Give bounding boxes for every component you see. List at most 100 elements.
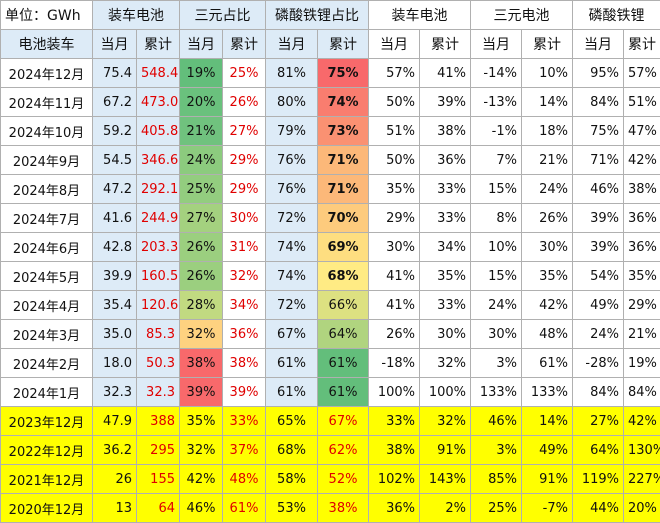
lfp-yoy-month-cell: 46% bbox=[573, 175, 624, 204]
lfp-share-month-cell: 72% bbox=[266, 204, 318, 233]
lfp-yoy-cumulative-cell: 36% bbox=[624, 233, 660, 262]
lfp-yoy-month-cell: 84% bbox=[573, 378, 624, 407]
ternary-share-cumulative-cell: 27% bbox=[223, 117, 266, 146]
ternary-share-month-cell: 46% bbox=[180, 494, 223, 523]
ternary-share-cumulative-cell: 37% bbox=[223, 436, 266, 465]
installed-yoy-month-cell: 26% bbox=[369, 320, 420, 349]
lfp-share-month-cell: 81% bbox=[266, 59, 318, 88]
installed-yoy-month-cell: 35% bbox=[369, 175, 420, 204]
lfp-share-cumulative-cell: 38% bbox=[318, 494, 369, 523]
ternary-yoy-month-cell: 46% bbox=[471, 407, 522, 436]
installed-month-cell: 75.4 bbox=[93, 59, 137, 88]
ternary-share-cumulative-cell: 32% bbox=[223, 262, 266, 291]
installed-yoy-cumulative-cell: 32% bbox=[420, 349, 471, 378]
lfp-share-cumulative-cell: 74% bbox=[318, 88, 369, 117]
row-label: 2021年12月 bbox=[1, 465, 93, 494]
lfp-yoy-month-cell: 95% bbox=[573, 59, 624, 88]
row-label: 2024年12月 bbox=[1, 59, 93, 88]
installed-yoy-cumulative-cell: 33% bbox=[420, 204, 471, 233]
ternary-share-month-cell: 27% bbox=[180, 204, 223, 233]
row-label-header: 电池装车 bbox=[1, 30, 93, 59]
lfp-yoy-cumulative-cell: 227% bbox=[624, 465, 660, 494]
installed-yoy-month-cell: 33% bbox=[369, 407, 420, 436]
row-label: 2024年2月 bbox=[1, 349, 93, 378]
ternary-yoy-month-cell: 8% bbox=[471, 204, 522, 233]
installed-cumulative-cell: 473.0 bbox=[137, 88, 180, 117]
installed-yoy-cumulative-cell: 35% bbox=[420, 262, 471, 291]
lfp-yoy-cumulative-cell: 38% bbox=[624, 175, 660, 204]
ternary-share-month-cell: 32% bbox=[180, 320, 223, 349]
lfp-share-cumulative-cell: 52% bbox=[318, 465, 369, 494]
lfp-yoy-month-cell: 119% bbox=[573, 465, 624, 494]
group-header-ternary-yoy: 三元电池 bbox=[471, 1, 573, 30]
ternary-yoy-cumulative-cell: 21% bbox=[522, 146, 573, 175]
row-label: 2023年12月 bbox=[1, 407, 93, 436]
lfp-share-month-cell: 74% bbox=[266, 262, 318, 291]
row-label: 2024年11月 bbox=[1, 88, 93, 117]
ternary-share-month-cell: 28% bbox=[180, 291, 223, 320]
installed-month-cell: 47.2 bbox=[93, 175, 137, 204]
installed-cumulative-cell: 292.1 bbox=[137, 175, 180, 204]
row-label: 2024年10月 bbox=[1, 117, 93, 146]
lfp-share-month-cell: 72% bbox=[266, 291, 318, 320]
lfp-share-month-cell: 67% bbox=[266, 320, 318, 349]
ternary-yoy-month-cell: 3% bbox=[471, 436, 522, 465]
installed-month-cell: 39.9 bbox=[93, 262, 137, 291]
ternary-share-cumulative-cell: 38% bbox=[223, 349, 266, 378]
ternary-share-cumulative-cell: 29% bbox=[223, 175, 266, 204]
lfp-yoy-month-cell: 54% bbox=[573, 262, 624, 291]
installed-yoy-month-cell: 51% bbox=[369, 117, 420, 146]
ternary-yoy-cumulative-cell: 48% bbox=[522, 320, 573, 349]
ternary-share-cumulative-cell: 26% bbox=[223, 88, 266, 117]
ternary-share-month-cell: 20% bbox=[180, 88, 223, 117]
header-row-groups: 单位：GWh 装车电池 三元占比 磷酸铁锂占比 装车电池 三元电池 磷酸铁锂 bbox=[1, 1, 660, 30]
installed-month-cell: 35.0 bbox=[93, 320, 137, 349]
installed-yoy-cumulative-cell: 34% bbox=[420, 233, 471, 262]
lfp-share-cumulative-cell: 61% bbox=[318, 378, 369, 407]
lfp-yoy-cumulative-cell: 57% bbox=[624, 59, 660, 88]
lfp-yoy-cumulative-cell: 35% bbox=[624, 262, 660, 291]
installed-yoy-month-cell: 102% bbox=[369, 465, 420, 494]
sub-header: 当月 bbox=[93, 30, 137, 59]
lfp-yoy-month-cell: -28% bbox=[573, 349, 624, 378]
lfp-share-cumulative-cell: 62% bbox=[318, 436, 369, 465]
installed-yoy-month-cell: 50% bbox=[369, 88, 420, 117]
ternary-share-cumulative-cell: 34% bbox=[223, 291, 266, 320]
ternary-yoy-month-cell: -13% bbox=[471, 88, 522, 117]
installed-yoy-month-cell: 30% bbox=[369, 233, 420, 262]
ternary-share-month-cell: 35% bbox=[180, 407, 223, 436]
lfp-share-month-cell: 58% bbox=[266, 465, 318, 494]
lfp-yoy-month-cell: 27% bbox=[573, 407, 624, 436]
installed-yoy-cumulative-cell: 91% bbox=[420, 436, 471, 465]
lfp-share-cumulative-cell: 61% bbox=[318, 349, 369, 378]
ternary-share-month-cell: 19% bbox=[180, 59, 223, 88]
ternary-share-month-cell: 39% bbox=[180, 378, 223, 407]
row-label: 2024年3月 bbox=[1, 320, 93, 349]
installed-month-cell: 32.3 bbox=[93, 378, 137, 407]
lfp-yoy-month-cell: 71% bbox=[573, 146, 624, 175]
lfp-yoy-month-cell: 39% bbox=[573, 233, 624, 262]
ternary-yoy-cumulative-cell: 18% bbox=[522, 117, 573, 146]
lfp-yoy-cumulative-cell: 42% bbox=[624, 146, 660, 175]
row-label: 2024年6月 bbox=[1, 233, 93, 262]
installed-cumulative-cell: 85.3 bbox=[137, 320, 180, 349]
lfp-yoy-cumulative-cell: 21% bbox=[624, 320, 660, 349]
installed-yoy-cumulative-cell: 33% bbox=[420, 291, 471, 320]
installed-cumulative-cell: 120.6 bbox=[137, 291, 180, 320]
lfp-share-cumulative-cell: 71% bbox=[318, 175, 369, 204]
lfp-share-cumulative-cell: 70% bbox=[318, 204, 369, 233]
ternary-yoy-cumulative-cell: 14% bbox=[522, 407, 573, 436]
installed-yoy-cumulative-cell: 32% bbox=[420, 407, 471, 436]
lfp-share-month-cell: 76% bbox=[266, 146, 318, 175]
ternary-share-month-cell: 26% bbox=[180, 262, 223, 291]
lfp-share-month-cell: 65% bbox=[266, 407, 318, 436]
ternary-yoy-cumulative-cell: 35% bbox=[522, 262, 573, 291]
